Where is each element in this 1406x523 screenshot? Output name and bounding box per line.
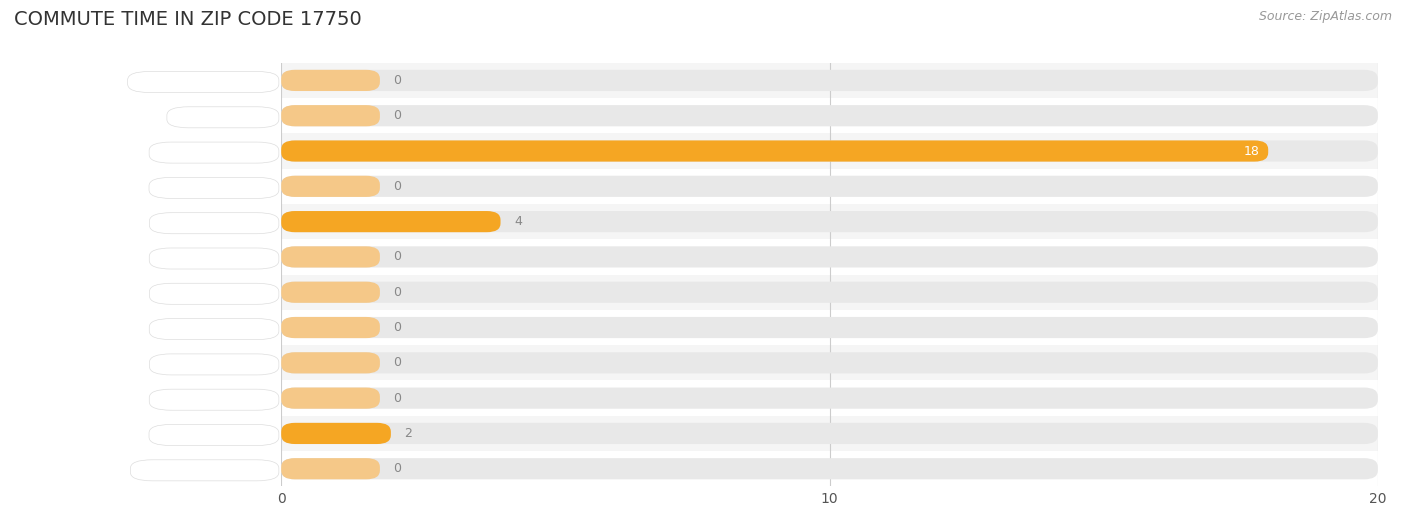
Bar — [281, 416, 1378, 451]
Bar — [281, 168, 1378, 204]
FancyBboxPatch shape — [281, 141, 1378, 162]
Text: 4: 4 — [515, 215, 522, 228]
Bar — [281, 63, 1378, 98]
FancyBboxPatch shape — [281, 176, 380, 197]
FancyBboxPatch shape — [281, 353, 380, 373]
FancyBboxPatch shape — [281, 353, 1378, 373]
FancyBboxPatch shape — [149, 248, 278, 269]
Bar — [281, 240, 1378, 275]
FancyBboxPatch shape — [149, 389, 278, 410]
Bar — [281, 345, 1378, 381]
FancyBboxPatch shape — [149, 354, 278, 375]
Bar — [281, 275, 1378, 310]
FancyBboxPatch shape — [281, 458, 380, 480]
Bar — [281, 310, 1378, 345]
FancyBboxPatch shape — [281, 388, 380, 409]
FancyBboxPatch shape — [281, 105, 1378, 127]
Text: 18: 18 — [1244, 144, 1260, 157]
FancyBboxPatch shape — [131, 460, 278, 481]
FancyBboxPatch shape — [149, 283, 278, 304]
FancyBboxPatch shape — [281, 105, 380, 127]
FancyBboxPatch shape — [281, 458, 1378, 480]
FancyBboxPatch shape — [281, 211, 1378, 232]
Bar — [281, 451, 1378, 486]
Text: 0: 0 — [394, 462, 402, 475]
FancyBboxPatch shape — [128, 72, 278, 93]
FancyBboxPatch shape — [281, 317, 1378, 338]
Text: 0: 0 — [394, 251, 402, 264]
FancyBboxPatch shape — [281, 211, 501, 232]
FancyBboxPatch shape — [281, 246, 380, 268]
FancyBboxPatch shape — [167, 107, 278, 128]
Bar — [281, 133, 1378, 168]
FancyBboxPatch shape — [149, 142, 278, 163]
FancyBboxPatch shape — [281, 282, 380, 303]
Text: 2: 2 — [405, 427, 412, 440]
FancyBboxPatch shape — [281, 246, 1378, 268]
FancyBboxPatch shape — [281, 141, 1268, 162]
Text: 0: 0 — [394, 356, 402, 369]
Bar — [281, 204, 1378, 240]
Text: Source: ZipAtlas.com: Source: ZipAtlas.com — [1258, 10, 1392, 24]
FancyBboxPatch shape — [149, 177, 278, 198]
Text: COMMUTE TIME IN ZIP CODE 17750: COMMUTE TIME IN ZIP CODE 17750 — [14, 10, 361, 29]
FancyBboxPatch shape — [281, 317, 380, 338]
FancyBboxPatch shape — [149, 213, 278, 234]
Text: 0: 0 — [394, 180, 402, 193]
FancyBboxPatch shape — [149, 319, 278, 339]
FancyBboxPatch shape — [281, 70, 1378, 91]
FancyBboxPatch shape — [281, 423, 1378, 444]
FancyBboxPatch shape — [281, 423, 391, 444]
Text: 0: 0 — [394, 74, 402, 87]
Text: 0: 0 — [394, 109, 402, 122]
FancyBboxPatch shape — [281, 282, 1378, 303]
Bar — [281, 381, 1378, 416]
FancyBboxPatch shape — [281, 388, 1378, 409]
FancyBboxPatch shape — [149, 425, 278, 446]
Text: 0: 0 — [394, 321, 402, 334]
FancyBboxPatch shape — [281, 70, 380, 91]
Text: 0: 0 — [394, 286, 402, 299]
Bar — [281, 98, 1378, 133]
FancyBboxPatch shape — [281, 176, 1378, 197]
Text: 0: 0 — [394, 392, 402, 405]
